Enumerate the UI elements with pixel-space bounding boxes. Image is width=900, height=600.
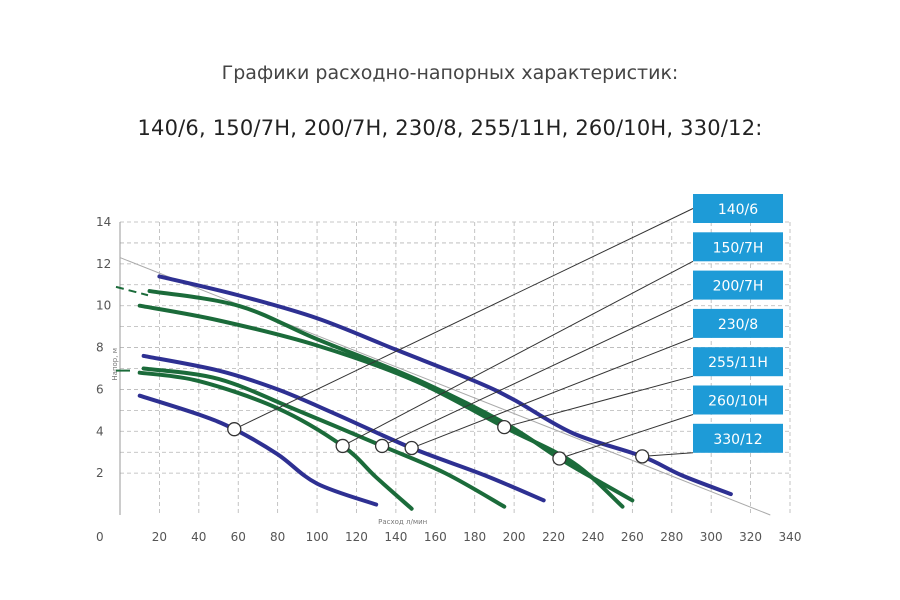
series-line-260-10h xyxy=(147,289,635,503)
legend-label-140-6: 140/6 xyxy=(718,202,758,218)
series-line-200-7h xyxy=(141,366,507,509)
legend-label-260-10h: 260/10H xyxy=(708,394,768,410)
marker-200-7h xyxy=(374,438,390,454)
x-tick-label: 220 xyxy=(542,530,565,544)
legend-label-200-7h: 200/7H xyxy=(713,279,764,295)
x-tick-label: 160 xyxy=(424,530,447,544)
y-axis-label: Напор, м xyxy=(111,348,119,381)
x-tick-label: 320 xyxy=(739,530,762,544)
x-tick-label: 0 xyxy=(96,530,104,544)
series-line-150-7h xyxy=(137,370,414,511)
legend-label-230-8: 230/8 xyxy=(718,317,758,333)
curve-extension-dash xyxy=(115,285,149,297)
x-tick-label: 300 xyxy=(700,530,723,544)
x-tick-label: 100 xyxy=(306,530,329,544)
legend-box-330-12 xyxy=(693,423,783,453)
y-tick-label: 4 xyxy=(96,424,104,438)
legend-box-255-11h xyxy=(693,347,783,377)
x-tick-label: 20 xyxy=(152,530,167,544)
x-tick-label: 140 xyxy=(384,530,407,544)
legend-box-230-8 xyxy=(693,308,783,338)
leader-line-140-6 xyxy=(234,208,694,430)
marker-255-11h xyxy=(497,419,512,435)
y-tick-label: 12 xyxy=(96,257,111,271)
x-tick-label: 80 xyxy=(270,530,285,544)
leader-line-150-7h xyxy=(342,260,694,447)
x-axis-label: Расход л/мин xyxy=(378,518,427,526)
guide-diagonal-line xyxy=(119,257,771,516)
leader-line-230-8 xyxy=(411,337,694,449)
legend-label-330-12: 330/12 xyxy=(713,432,762,448)
x-tick-label: 60 xyxy=(231,530,246,544)
legend-box-260-10h xyxy=(693,385,783,415)
series-line-140-6 xyxy=(137,393,379,507)
leader-line-330-12 xyxy=(642,452,694,457)
marker-260-10h xyxy=(552,451,567,466)
marker-230-8 xyxy=(404,440,419,456)
legend-label-255-11h: 255/11H xyxy=(708,355,768,371)
legend-label-150-7h: 150/7H xyxy=(713,240,764,256)
y-tick-label: 14 xyxy=(96,215,111,229)
marker-140-6 xyxy=(227,422,242,437)
marker-150-7h xyxy=(335,438,350,454)
marker-330-12 xyxy=(635,449,650,464)
y-tick-label: 2 xyxy=(96,466,104,480)
series-line-330-12 xyxy=(157,274,733,497)
series-line-230-8 xyxy=(141,353,546,503)
legend-box-200-7h xyxy=(693,270,783,300)
x-tick-label: 260 xyxy=(621,530,644,544)
leader-line-260-10h xyxy=(559,414,694,459)
x-tick-label: 200 xyxy=(503,530,526,544)
leader-line-255-11h xyxy=(504,375,694,428)
chart-title: Графики расходно-напорных характеристик: xyxy=(221,62,679,84)
x-tick-label: 280 xyxy=(660,530,683,544)
y-tick-label: 6 xyxy=(96,382,104,396)
chart-subtitle: 140/6, 150/7H, 200/7H, 230/8, 255/11H, 2… xyxy=(137,116,763,140)
legend-box-150-7h xyxy=(693,232,783,262)
x-tick-label: 340 xyxy=(779,530,802,544)
x-tick-label: 180 xyxy=(463,530,486,544)
y-tick-label: 10 xyxy=(96,299,111,313)
legend-box-140-6 xyxy=(693,194,783,223)
x-tick-label: 240 xyxy=(581,530,604,544)
x-tick-label: 120 xyxy=(345,530,368,544)
leader-line-200-7h xyxy=(381,299,694,447)
x-tick-label: 40 xyxy=(191,530,206,544)
series-line-255-11h xyxy=(137,303,625,509)
y-tick-label: 8 xyxy=(96,341,104,355)
